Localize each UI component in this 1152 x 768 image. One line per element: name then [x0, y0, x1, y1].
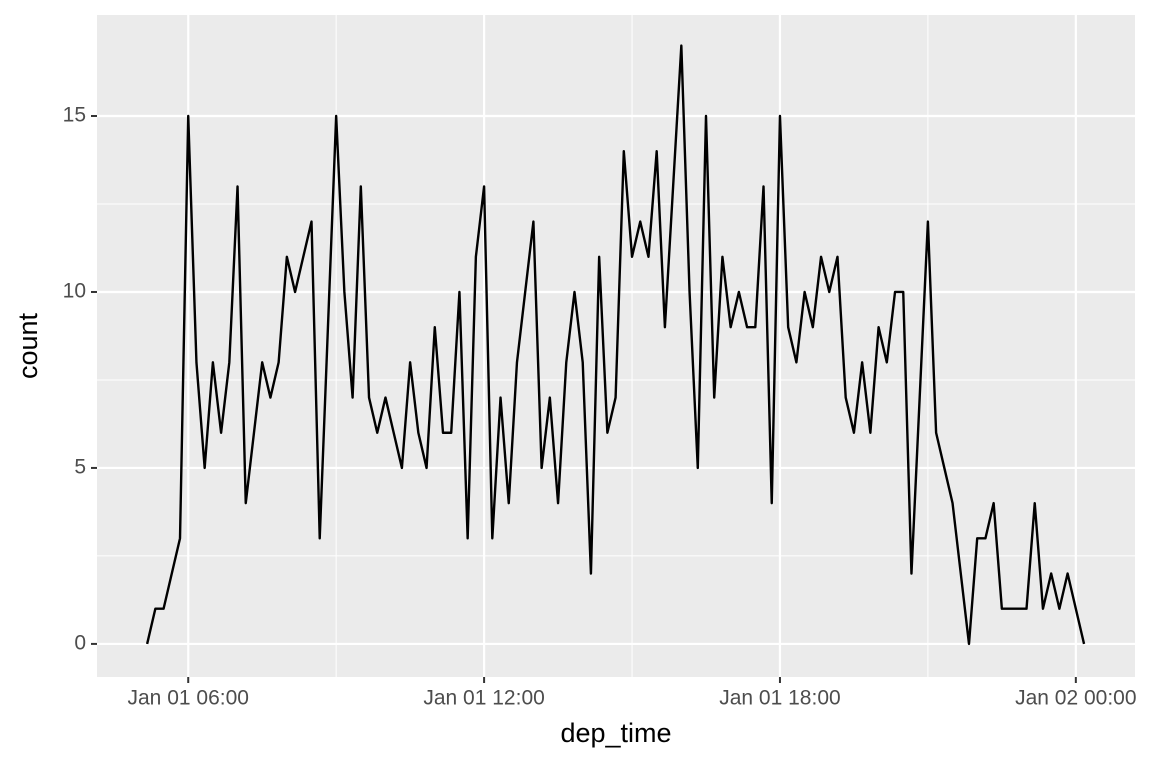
panel [97, 15, 1135, 677]
y-tick-label: 0 [74, 631, 86, 654]
y-tick-label: 15 [63, 104, 86, 127]
x-tick-label: Jan 01 18:00 [719, 687, 840, 710]
line [145, 44, 1086, 646]
y-axis-title: count [13, 312, 43, 379]
x-axis-title: dep_time [560, 718, 671, 748]
x-tick-label: Jan 01 12:00 [423, 687, 544, 710]
x-tick-label: Jan 02 00:00 [1015, 687, 1136, 710]
x-tick-label: Jan 01 06:00 [128, 687, 249, 710]
y-tick-label: 5 [74, 455, 86, 478]
y-tick-label: 10 [63, 280, 86, 303]
